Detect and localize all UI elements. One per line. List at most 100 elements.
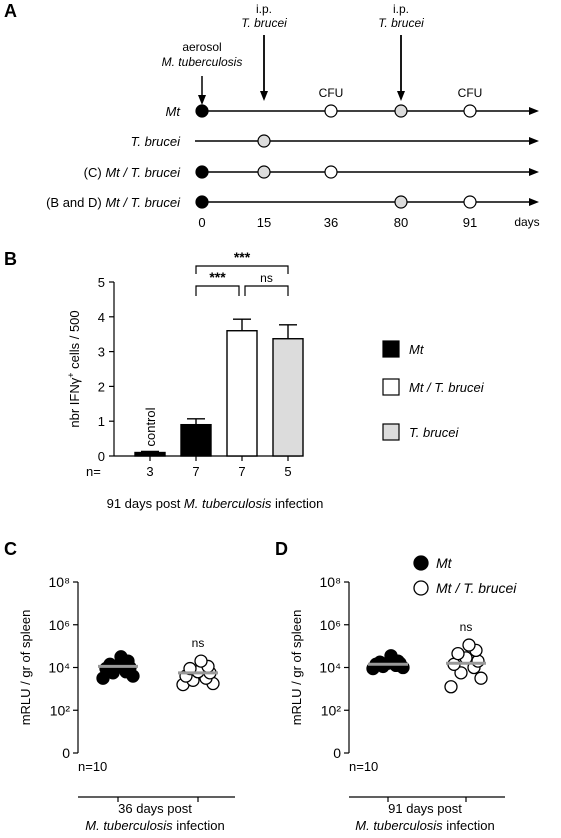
- panel-d-xlabel-line1: 91 days post: [388, 801, 462, 816]
- cfu-label: CFU: [458, 86, 483, 100]
- panel-b-bar-chart: B 0 1 2 3 4 5 nbr IFNγ+ cells / 500 control **…: [4, 249, 485, 511]
- legend-marker: [413, 580, 429, 596]
- data-point: [471, 654, 485, 668]
- ip-label: i.p.: [256, 2, 272, 16]
- ip-pathogen-label: T. brucei: [241, 16, 287, 30]
- legend-label: T. brucei: [409, 425, 459, 440]
- n-value: 3: [146, 464, 153, 479]
- bar: [272, 338, 304, 457]
- ip-pathogen-label: T. brucei: [378, 16, 424, 30]
- significance-bracket: [195, 285, 240, 296]
- day-tick-label: 15: [257, 215, 271, 230]
- timepoint-marker: [195, 104, 209, 118]
- row-label: Mt: [166, 104, 182, 119]
- y-tick-label: 0: [98, 449, 105, 464]
- cfu-label: CFU: [319, 86, 344, 100]
- timepoint-marker: [463, 195, 477, 209]
- y-tick-label: 10⁸: [320, 574, 342, 590]
- timepoint-marker: [463, 104, 477, 118]
- timepoint-marker: [257, 134, 271, 148]
- legend-label: Mt / T. brucei: [436, 580, 517, 596]
- days-unit-label: days: [514, 215, 539, 229]
- y-axis-label: mRLU / gr of spleen: [289, 610, 304, 726]
- day-axis-labels: 0 15 36 80 91: [198, 215, 477, 230]
- day-tick-label: 80: [394, 215, 408, 230]
- timepoint-marker: [394, 104, 408, 118]
- significance-bracket: [195, 265, 289, 274]
- timepoint-marker: [394, 195, 408, 209]
- data-point: [384, 649, 398, 663]
- y-tick-label: 10⁴: [319, 660, 341, 676]
- y-tick-label: 10⁸: [49, 574, 71, 590]
- data-point: [444, 680, 458, 694]
- significance-brackets: *** *** ns: [195, 249, 289, 296]
- row-label: T. brucei: [131, 134, 181, 149]
- data-point: [451, 646, 465, 661]
- significance-bracket: [244, 285, 289, 296]
- significance-label: ns: [460, 620, 473, 634]
- row-label: (B and D) Mt / T. brucei: [46, 195, 181, 210]
- data-point: [474, 671, 488, 685]
- legend-d: Mt Mt / T. brucei: [413, 555, 517, 596]
- y-tick-label: 10⁶: [320, 617, 341, 633]
- legend-label: Mt: [409, 342, 425, 357]
- legend-swatch: [382, 340, 400, 358]
- panel-d-n: n=10: [349, 759, 378, 774]
- panel-a-label: A: [4, 1, 17, 21]
- y-tick-label: 2: [98, 379, 105, 394]
- timepoint-marker: [195, 165, 209, 179]
- y-axis-label: mRLU / gr of spleen: [18, 610, 33, 726]
- data-point: [194, 654, 208, 668]
- significance-label: ***: [209, 269, 226, 285]
- panel-c-xlabel-line2: M. tuberculosis infection: [85, 818, 224, 833]
- control-label: control: [143, 407, 158, 446]
- panel-c-n: n=10: [78, 759, 107, 774]
- data-point: [462, 638, 476, 652]
- y-tick-label: 10²: [321, 702, 342, 718]
- data-point: [454, 666, 468, 680]
- n-prefix: n=: [86, 464, 101, 479]
- data-point: [373, 655, 387, 669]
- day-tick-label: 91: [463, 215, 477, 230]
- panel-b-label: B: [4, 249, 17, 269]
- row-label: (C) Mt / T. brucei: [84, 165, 181, 180]
- panel-c-scatter: C 0 10² 10⁴ 10⁶ 10⁸ mRLU / gr of spleen ns n=1…: [4, 539, 235, 833]
- aerosol-pathogen-label: M. tuberculosis: [162, 55, 243, 69]
- n-value: 7: [192, 464, 199, 479]
- panel-b-xlabel: 91 days post M. tuberculosis infection: [107, 496, 324, 511]
- legend-marker: [413, 555, 429, 571]
- n-row: n= 3 7 7 5: [86, 456, 292, 479]
- timeline-rows: Mt T. brucei (C) Mt / T. brucei (B and D) M…: [46, 104, 539, 210]
- timepoint-marker: [257, 165, 271, 179]
- legend: Mt Mt / T. brucei T. brucei: [382, 340, 485, 441]
- bar: [180, 423, 212, 457]
- y-tick-label: 4: [98, 310, 105, 325]
- bar: [226, 330, 258, 457]
- data-point: [114, 650, 128, 664]
- scatter-plot-d: 0 10² 10⁴ 10⁶ 10⁸ mRLU / gr of spleen ns: [289, 574, 505, 802]
- day-tick-label: 36: [324, 215, 338, 230]
- timepoint-marker: [324, 165, 338, 179]
- panel-d-xlabel-line2: M. tuberculosis infection: [355, 818, 494, 833]
- panel-c-xlabel-line1: 36 days post: [118, 801, 192, 816]
- panel-c-label: C: [4, 539, 17, 559]
- legend-label: Mt / T. brucei: [409, 380, 485, 395]
- legend-label: Mt: [436, 555, 453, 571]
- significance-label: ns: [192, 636, 205, 650]
- y-tick-label: 10²: [50, 702, 71, 718]
- y-tick-label: 3: [98, 345, 105, 360]
- aerosol-label: aerosol: [182, 40, 221, 54]
- y-axis-label: nbr IFNγ+ cells / 500: [66, 310, 82, 427]
- timepoint-marker: [195, 195, 209, 209]
- significance-label: ***: [234, 249, 251, 265]
- scatter-plot-c: 0 10² 10⁴ 10⁶ 10⁸ mRLU / gr of spleen ns: [18, 574, 235, 802]
- n-value: 5: [284, 464, 291, 479]
- data-point: [103, 657, 117, 671]
- y-tick-label: 10⁶: [49, 617, 70, 633]
- y-tick-label: 1: [98, 414, 105, 429]
- legend-swatch: [382, 423, 400, 441]
